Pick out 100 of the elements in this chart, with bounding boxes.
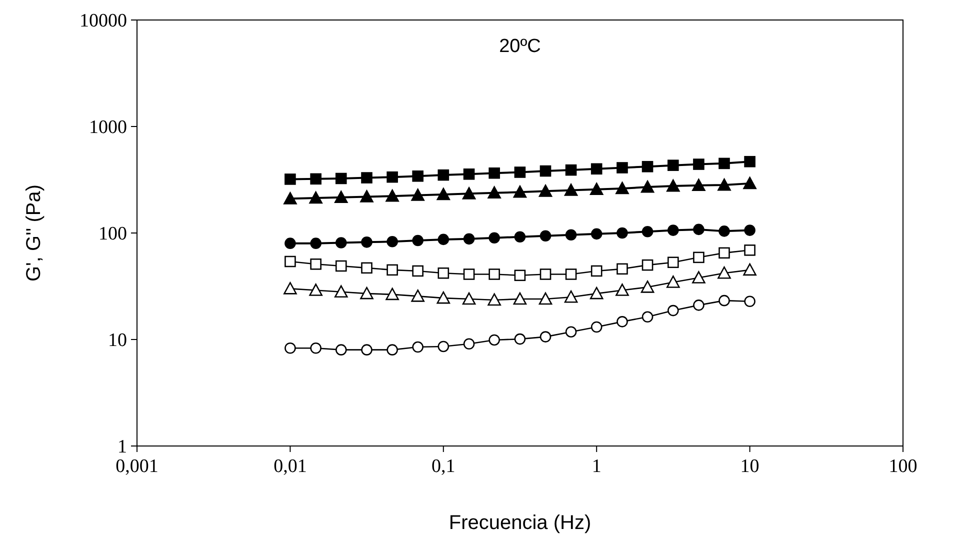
point: [463, 268, 475, 280]
point: [411, 188, 424, 201]
point: [386, 236, 398, 248]
point: [335, 237, 347, 248]
point: [692, 271, 706, 284]
point: [668, 304, 679, 316]
point: [616, 284, 629, 296]
point: [744, 244, 756, 256]
point: [284, 342, 296, 354]
point: [309, 191, 322, 204]
point: [564, 184, 578, 196]
point: [361, 262, 372, 274]
point: [335, 260, 347, 272]
point: [590, 163, 602, 175]
point: [462, 187, 476, 200]
point: [361, 236, 372, 248]
point: [488, 334, 500, 346]
point: [744, 156, 756, 168]
point: [361, 344, 372, 356]
point: [513, 292, 527, 305]
point: [693, 252, 704, 264]
point: [514, 333, 526, 345]
point: [412, 170, 424, 182]
text: 20ºC: [499, 36, 541, 57]
point: [361, 172, 372, 184]
point: [616, 263, 628, 275]
point: [488, 232, 500, 244]
point: [514, 166, 526, 178]
point: [438, 340, 450, 352]
point: [360, 190, 374, 202]
point: [540, 268, 552, 280]
point: [284, 282, 297, 294]
y-tick-label: 10: [108, 330, 127, 352]
x-tick-label: 1: [592, 456, 602, 477]
point: [334, 190, 348, 204]
point: [462, 292, 476, 305]
point: [310, 238, 322, 249]
point: [590, 228, 602, 240]
point: [436, 188, 450, 200]
x-tick-label: 10: [740, 456, 760, 477]
point: [666, 276, 680, 288]
point: [565, 326, 577, 338]
point: [436, 291, 450, 304]
point: [310, 342, 322, 354]
point: [335, 344, 347, 356]
point: [411, 290, 424, 302]
point: [514, 231, 526, 243]
point: [668, 160, 679, 171]
point: [360, 286, 374, 300]
point: [590, 321, 602, 333]
point: [718, 158, 730, 170]
point: [514, 270, 526, 282]
point: [488, 293, 501, 306]
point: [284, 192, 297, 204]
point: [616, 162, 628, 174]
point: [310, 258, 322, 270]
point: [463, 338, 475, 350]
point: [693, 158, 704, 170]
point: [590, 286, 604, 300]
x-tick-label: 0,1: [432, 456, 456, 477]
point: [538, 292, 552, 305]
point: [718, 266, 731, 279]
point: [284, 238, 296, 249]
x-tick-label: 100: [888, 456, 918, 477]
point: [744, 296, 756, 308]
point: [386, 189, 399, 202]
point: [744, 224, 756, 236]
y-tick-label: 100: [98, 224, 127, 245]
x-axis-title: Frecuencia (Hz): [448, 512, 592, 534]
point: [590, 182, 604, 195]
point: [640, 180, 654, 193]
point: [642, 259, 654, 271]
point: [565, 268, 577, 280]
point: [309, 284, 322, 296]
point: [386, 344, 398, 356]
point: [640, 280, 654, 293]
point: [540, 230, 552, 242]
point: [565, 229, 577, 241]
y-tick-label: 1000: [89, 117, 127, 138]
point: [718, 226, 730, 237]
point: [693, 300, 704, 311]
point: [693, 224, 704, 236]
point: [540, 165, 552, 177]
y-tick-label: 1: [118, 436, 127, 458]
point: [335, 172, 347, 184]
point: [642, 311, 654, 323]
point: [386, 171, 398, 183]
point: [718, 247, 730, 259]
point: [438, 169, 450, 181]
point: [538, 184, 552, 197]
point: [438, 234, 450, 246]
point: [692, 178, 706, 192]
point: [386, 288, 399, 300]
point: [743, 263, 756, 276]
x-tick-label: 0,01: [274, 456, 307, 477]
point: [463, 168, 475, 180]
point: [412, 265, 424, 277]
point: [668, 224, 679, 236]
point: [488, 167, 500, 179]
point: [616, 316, 628, 328]
